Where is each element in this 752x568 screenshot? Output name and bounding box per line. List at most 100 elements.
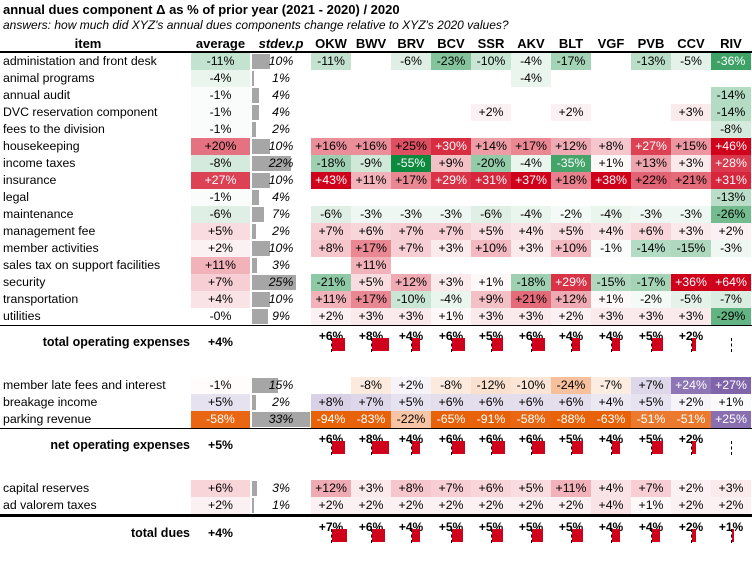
value-cell: +2% (711, 497, 751, 514)
baseline-marker (531, 529, 532, 543)
average-cell: -1% (191, 189, 250, 206)
value-cell: +3% (511, 240, 551, 257)
value-cell: +8% (591, 138, 631, 155)
stdev-value: 2% (272, 224, 290, 238)
baseline-marker (531, 338, 532, 352)
value-cell: -9% (351, 155, 391, 172)
table-row: security +7% 25% -21% +5% +12% +3% +1% -18% +29% -… (0, 274, 752, 291)
value-cell: +11% (311, 291, 351, 308)
value-cell: -10% (471, 53, 511, 70)
total-row: total dues +4% +7% +6% +4% +5% +5% +5% +5% +4% +4%… (0, 517, 752, 568)
total-bar (692, 441, 697, 454)
value-cell: -7% (591, 377, 631, 394)
value-cell: +4% (591, 480, 631, 497)
value-cell: -55% (391, 155, 431, 172)
total-bar (572, 338, 581, 351)
total-bar (492, 529, 503, 542)
item-label: housekeeping (3, 139, 80, 153)
value-cell: +17% (391, 172, 431, 189)
value-cell: +2% (551, 308, 591, 325)
value-cell: +1% (711, 394, 751, 411)
baseline-marker (331, 529, 332, 543)
value-cell: +3% (671, 223, 711, 240)
total-cell: +5% (471, 517, 511, 568)
stdev-cell: 10% (252, 240, 310, 257)
total-cell: +7% (311, 517, 351, 568)
total-bar (612, 529, 621, 542)
stdev-cell: 15% (252, 377, 310, 394)
value-cell: +1% (631, 497, 671, 514)
total-cell: +6% (471, 429, 511, 480)
stdev-value: 10% (268, 139, 294, 153)
total-value: +5% (558, 520, 584, 534)
value-cell: -10% (391, 291, 431, 308)
value-cell: +2% (471, 497, 511, 514)
header-average: average (195, 36, 246, 51)
value-cell: -88% (551, 411, 591, 428)
value-cell: -6% (311, 206, 351, 223)
baseline-marker (691, 529, 692, 543)
value-cell: -13% (711, 189, 751, 206)
table-row: maintenance -6% 7% -6% -3% -3% -3% -6% -4% -2% -4%… (0, 206, 752, 223)
value-cell: +30% (431, 138, 471, 155)
item-label: security (3, 275, 46, 289)
total-bar (692, 338, 697, 351)
table-row: ad valorem taxes +2% 1% +2% +2% +2% +2% +2% +2% +… (0, 497, 752, 517)
value-cell: +7% (431, 480, 471, 497)
value-cell: -36% (711, 53, 751, 70)
total-cell: +5% (511, 517, 551, 568)
table-row: insurance +27% 10% +43% +11% +17% +29% +31% +37%… (0, 172, 752, 189)
value-cell: +1% (431, 308, 471, 325)
total-cell: +4% (591, 429, 631, 480)
baseline-marker (731, 441, 732, 455)
value-cell: -4% (511, 206, 551, 223)
total-value: +6% (518, 329, 544, 343)
value-cell: -21% (311, 274, 351, 291)
average-cell: -1% (191, 121, 250, 138)
total-bar (372, 338, 389, 351)
value-cell: -4% (511, 53, 551, 70)
value-cell: +27% (631, 138, 671, 155)
stdev-value: 3% (272, 481, 290, 495)
average-cell: +4% (191, 291, 250, 308)
total-cell (711, 429, 751, 480)
total-row: net operating expenses +5% +6% +8% +4% +6% +6%… (0, 429, 752, 480)
item-label: sales tax on support facilities (3, 258, 161, 272)
value-cell: +11% (551, 480, 591, 497)
value-cell: +7% (391, 240, 431, 257)
value-cell: +7% (431, 223, 471, 240)
stdev-bar (252, 173, 270, 188)
baseline-marker (531, 441, 532, 455)
value-cell: +17% (351, 240, 391, 257)
value-cell: +6% (631, 223, 671, 240)
baseline-marker (491, 338, 492, 352)
value-cell: -23% (431, 53, 471, 70)
baseline-marker (651, 529, 652, 543)
total-bar (372, 529, 385, 542)
value-cell: +2% (311, 497, 351, 514)
total-cell: +5% (631, 326, 671, 377)
value-cell: -14% (711, 87, 751, 104)
value-cell: +16% (351, 138, 391, 155)
total-value: +4% (598, 520, 624, 534)
total-label: total operating expenses (42, 335, 190, 349)
value-cell: +10% (471, 240, 511, 257)
value-cell: +43% (311, 172, 351, 189)
value-cell: -20% (471, 155, 511, 172)
stdev-bar (252, 122, 256, 137)
value-cell: +17% (351, 291, 391, 308)
total-cell: +4% (391, 326, 431, 377)
value-cell: +29% (431, 172, 471, 189)
average-cell: +2% (191, 240, 250, 257)
total-bar (732, 529, 735, 542)
stdev-bar (252, 498, 254, 513)
value-cell: +36% (671, 274, 711, 291)
item-label: animal programs (3, 71, 95, 85)
value-cell: +24% (671, 377, 711, 394)
total-value: +6% (518, 432, 544, 446)
value-cell: +4% (591, 223, 631, 240)
total-cell: +5% (551, 429, 591, 480)
item-label: member late fees and interest (3, 378, 166, 392)
average-cell: -6% (191, 206, 250, 223)
total-cell: +8% (351, 326, 391, 377)
